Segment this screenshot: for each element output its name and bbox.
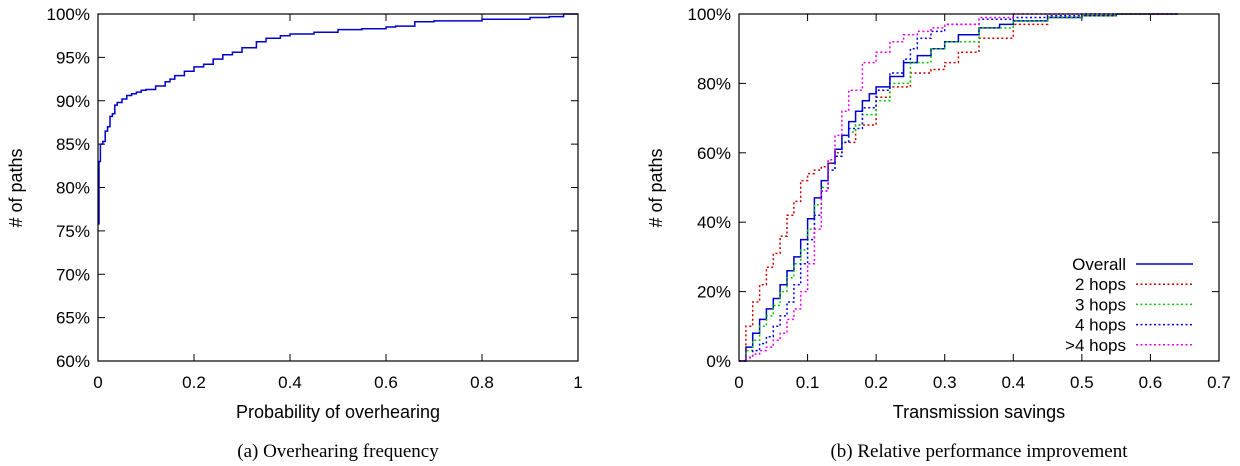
- xtick-label: 0.4: [278, 373, 302, 392]
- chart-a-xlabel: Probability of overhearing: [236, 402, 440, 422]
- xtick-label: 0.4: [1001, 373, 1025, 392]
- chart-b-caption: (b) Relative performance improvement: [830, 441, 1128, 462]
- xtick-label: 0.2: [182, 373, 206, 392]
- legend-label: 3 hops: [1075, 295, 1126, 314]
- ytick-label: 80%: [56, 179, 90, 198]
- series-line-curve-0: [98, 13, 578, 225]
- xtick-label: 0.3: [933, 373, 957, 392]
- legend-label: Overall: [1072, 255, 1126, 274]
- xtick-label: 0.5: [1070, 373, 1094, 392]
- xtick-label: 1: [573, 373, 582, 392]
- legend-label: >4 hops: [1065, 336, 1126, 355]
- chart-a-plot-frame: [97, 13, 579, 362]
- chart-b: 0% 20% 40% 60% 80% 100% 0 0.1 0.2 0.3 0.4 0.5 0.6 0.…: [646, 5, 1231, 462]
- ytick-label: 100%: [47, 5, 90, 24]
- xtick-label: 0: [734, 373, 743, 392]
- ytick-label: 95%: [56, 48, 90, 67]
- chart-b-plot-frame: [738, 13, 1220, 362]
- chart-a: 60%65%70%75%80%85%90%95%100% 0 0.2 0.4 0.6 0…: [6, 5, 583, 462]
- ytick-label: 40%: [697, 213, 731, 232]
- ytick-label: 80%: [697, 74, 731, 93]
- xtick-label: 0.2: [864, 373, 888, 392]
- ytick-label: 60%: [697, 144, 731, 163]
- legend-label: 4 hops: [1075, 316, 1126, 335]
- xtick-label: 0.6: [374, 373, 398, 392]
- chart-b-xtick-labels: 0 0.1 0.2 0.3 0.4 0.5 0.6 0.7: [734, 373, 1231, 392]
- chart-a-ylabel: # of paths: [6, 148, 26, 227]
- series-line-4-hops: [739, 13, 1117, 362]
- ytick-label: 65%: [56, 309, 90, 328]
- xtick-label: 0.7: [1207, 373, 1231, 392]
- ytick-label: 70%: [56, 265, 90, 284]
- ytick-label: 100%: [688, 5, 731, 24]
- chart-a-xtick-labels: 0 0.2 0.4 0.6 0.8 1: [93, 373, 582, 392]
- series-line-2-hops: [739, 13, 1178, 362]
- xtick-label: 0: [93, 373, 102, 392]
- ytick-label: 20%: [697, 283, 731, 302]
- xtick-label: 0.6: [1139, 373, 1163, 392]
- chart-a-ytick-labels: 60% 65% 70% 75% 80% 85% 90% 95% 100%: [47, 5, 90, 371]
- ytick-label: 85%: [56, 135, 90, 154]
- ytick-label: 90%: [56, 92, 90, 111]
- chart-a-caption: (a) Overhearing frequency: [237, 441, 439, 462]
- chart-b-ylabel: # of paths: [646, 148, 666, 227]
- xtick-label: 0.8: [470, 373, 494, 392]
- series-line-4-hops: [739, 13, 1117, 362]
- ytick-label: 0%: [706, 352, 731, 371]
- chart-a-tick-marks: [97, 13, 579, 362]
- legend-label: 2 hops: [1075, 275, 1126, 294]
- xtick-label: 0.1: [796, 373, 820, 392]
- ytick-label: 75%: [56, 222, 90, 241]
- chart-b-ytick-labels: 0% 20% 40% 60% 80% 100%: [688, 5, 731, 371]
- chart-b-xlabel: Transmission savings: [893, 402, 1065, 422]
- chart-a-series: [98, 13, 578, 225]
- chart-b-tick-marks: [738, 13, 1220, 362]
- ytick-label: 60%: [56, 352, 90, 371]
- chart-b-series: [739, 13, 1178, 362]
